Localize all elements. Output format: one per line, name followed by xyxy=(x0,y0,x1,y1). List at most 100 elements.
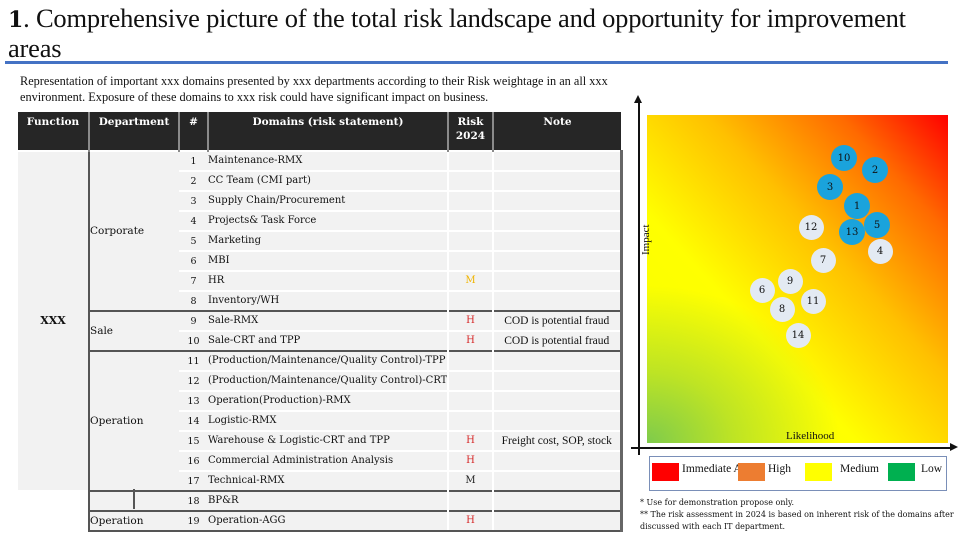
note-cell xyxy=(492,190,623,211)
note-cell xyxy=(492,210,623,231)
domain-cell: BP&R xyxy=(208,490,448,511)
department-cell-sale: Sale xyxy=(88,310,179,351)
risk-cell: M xyxy=(447,470,493,491)
risk-cell xyxy=(447,250,493,271)
risk-bubble-14: 14 xyxy=(785,322,811,348)
legend: Immediate Action High Medium Low xyxy=(649,456,947,491)
row-number: 18 xyxy=(179,490,208,511)
note-cell xyxy=(492,270,623,291)
table-row: 14 Logistic-RMX xyxy=(18,410,623,431)
risk-bubble-4: 4 xyxy=(867,238,893,264)
title-text: . Comprehensive picture of the total ris… xyxy=(8,3,906,63)
domain-cell: Commercial Administration Analysis xyxy=(208,450,448,471)
table-row: 7 HR M xyxy=(18,270,623,291)
risk-bubble-2: 2 xyxy=(862,157,888,183)
risk-cell: H xyxy=(447,430,493,451)
risk-cell: M xyxy=(447,270,493,291)
row-number: 2 xyxy=(179,170,208,191)
risk-cell xyxy=(447,150,493,171)
risk-cell: H xyxy=(447,510,493,532)
domain-cell: (Production/Maintenance/Quality Control)… xyxy=(208,370,448,391)
table-row: 2 CC Team (CMI part) xyxy=(18,170,623,191)
domain-cell: Marketing xyxy=(208,230,448,251)
legend-label-medium: Medium xyxy=(840,463,879,475)
function-cell: XXX xyxy=(18,150,89,491)
risk-bubble-11: 11 xyxy=(800,288,826,314)
table-row: Operation 19 Operation-AGG H xyxy=(18,510,623,532)
legend-swatch-immediate xyxy=(652,463,679,481)
risk-cell xyxy=(447,410,493,431)
legend-label-high: High xyxy=(768,463,791,475)
row-number: 7 xyxy=(179,270,208,291)
row-number: 16 xyxy=(179,450,208,471)
x-axis-arrow-icon xyxy=(950,443,958,451)
row-number: 19 xyxy=(179,510,208,532)
department-cell-corporate: Corporate xyxy=(88,150,179,311)
risk-bubble-5: 5 xyxy=(864,212,890,238)
legend-swatch-high xyxy=(738,463,765,481)
footnote-1: * Use for demonstration propose only. xyxy=(640,498,795,507)
col-header-note: Note xyxy=(492,112,621,151)
note-cell: COD is potential fraud xyxy=(492,310,623,331)
x-axis xyxy=(631,447,951,449)
domain-cell: Supply Chain/Procurement xyxy=(208,190,448,211)
legend-swatch-low xyxy=(888,463,915,481)
row-number: 13 xyxy=(179,390,208,411)
col-header-domains: Domains (risk statement) xyxy=(207,112,448,151)
domain-cell: Maintenance-RMX xyxy=(208,150,448,171)
table-row: 13 Operation(Production)-RMX xyxy=(18,390,623,411)
note-cell xyxy=(492,230,623,251)
risk-bubble-3: 3 xyxy=(817,174,843,200)
domain-cell: CC Team (CMI part) xyxy=(208,170,448,191)
row-number: 1 xyxy=(179,150,208,171)
note-cell xyxy=(492,170,623,191)
table-row: XXX Corporate 1 Maintenance-RMX xyxy=(18,150,623,491)
risk-cell xyxy=(447,390,493,411)
row-number: 6 xyxy=(179,250,208,271)
risk-bubble-8: 8 xyxy=(769,296,795,322)
risk-bubble-9: 9 xyxy=(777,268,803,294)
risk-cell xyxy=(447,230,493,251)
note-cell xyxy=(492,350,623,371)
domain-cell: Projects& Task Force xyxy=(208,210,448,231)
note-cell xyxy=(492,470,623,491)
risk-header-part: Risk xyxy=(457,116,484,128)
risk-cell xyxy=(447,350,493,371)
legend-label-low: Low xyxy=(921,463,943,475)
row-number: 15 xyxy=(179,430,208,451)
risk-bubble-7: 7 xyxy=(810,247,836,273)
risk-cell xyxy=(447,190,493,211)
note-cell: COD is potential fraud xyxy=(492,330,623,351)
note-cell xyxy=(492,150,623,171)
col-header-number: # xyxy=(178,112,208,151)
risk-cell: H xyxy=(447,450,493,471)
risk-header-part: 2024 xyxy=(455,130,486,142)
risk-cell xyxy=(447,370,493,391)
title-number: 1 xyxy=(8,7,24,33)
footnote-2: ** The risk assessment in 2024 is based … xyxy=(640,510,954,531)
row-number: 11 xyxy=(179,350,208,371)
domain-cell: MBI xyxy=(208,250,448,271)
table-row: Sale 9 Sale-RMX H COD is potential fraud xyxy=(18,310,623,351)
risk-bubble-13: 13 xyxy=(839,219,865,245)
row-number: 4 xyxy=(179,210,208,231)
note-cell: Freight cost, SOP, stock xyxy=(492,430,623,451)
row-number: 8 xyxy=(179,290,208,311)
row-number: 10 xyxy=(179,330,208,351)
risk-bubble-12: 12 xyxy=(798,214,824,240)
table-row: 3 Supply Chain/Procurement xyxy=(18,190,623,211)
title-divider xyxy=(5,61,948,64)
likelihood-axis-label: Likelihood xyxy=(786,430,835,442)
row-number: 17 xyxy=(179,470,208,491)
risk-cell xyxy=(447,210,493,231)
col-header-function: Function xyxy=(18,112,89,151)
domain-cell: Sale-CRT and TPP xyxy=(208,330,448,351)
risk-cell xyxy=(447,290,493,311)
col-header-risk: Risk 2024 xyxy=(447,112,493,151)
y-axis-arrow-icon xyxy=(634,95,642,103)
risk-table: Function Department # Domains (risk stat… xyxy=(18,112,623,532)
row-number: 14 xyxy=(179,410,208,431)
impact-axis-label: Impact xyxy=(640,224,652,255)
note-cell xyxy=(492,290,623,311)
table-row: 4 Projects& Task Force xyxy=(18,210,623,231)
